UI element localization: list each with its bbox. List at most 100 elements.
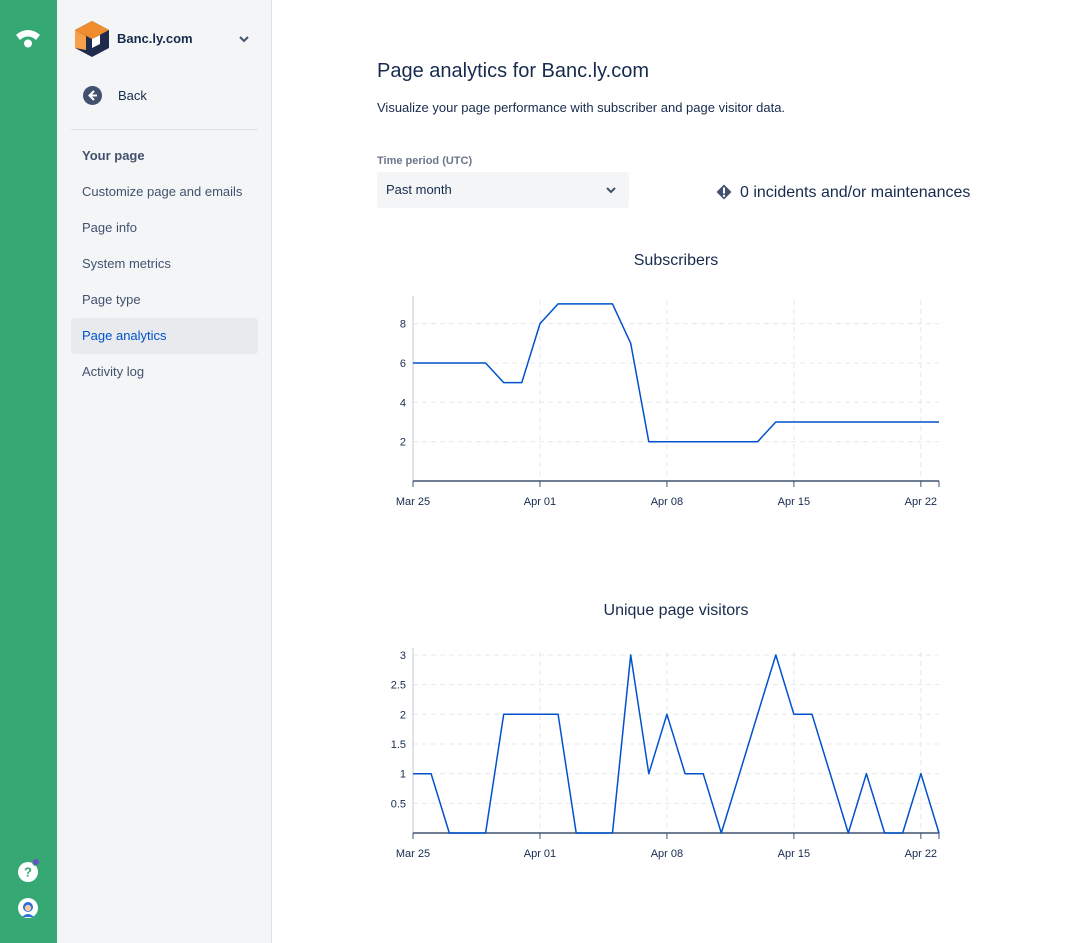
subscribers-data-point[interactable] [882,419,888,425]
sidebar-section-title: Your page [82,148,145,163]
visitors-data-point[interactable] [755,711,761,717]
back-link[interactable]: Back [83,86,203,106]
subscribers-data-point[interactable] [936,419,942,425]
visitors-data-point[interactable] [446,830,452,836]
visitors-data-point[interactable] [809,711,815,717]
visitors-data-point[interactable] [610,830,616,836]
subscribers-data-point[interactable] [537,321,543,327]
visitors-x-tick-label: Mar 25 [396,848,430,860]
subscribers-data-point[interactable] [755,439,761,445]
sidebar-item-page-type[interactable]: Page type [82,292,141,307]
subscribers-data-point[interactable] [555,301,561,307]
visitors-data-point[interactable] [519,711,525,717]
visitors-data-point[interactable] [700,771,706,777]
subscribers-data-point[interactable] [610,301,616,307]
subscribers-data-point[interactable] [809,419,815,425]
subscribers-data-point[interactable] [573,301,579,307]
subscribers-y-tick-label: 8 [400,319,406,331]
sidebar-nav: Customize page and emails Page info Syst… [71,174,258,390]
visitors-x-tick-label: Apr 01 [524,848,556,860]
arrow-left-circle-icon [83,86,102,105]
sidebar-item-activity-log[interactable]: Activity log [82,364,145,379]
visitors-data-point[interactable] [464,830,470,836]
visitors-data-point[interactable] [501,711,507,717]
subscribers-data-point[interactable] [918,419,924,425]
subscribers-data-point[interactable] [791,419,797,425]
subscribers-x-tick-label: Apr 15 [778,496,810,508]
chevron-down-icon[interactable] [238,34,250,44]
subscribers-data-point[interactable] [682,439,688,445]
subscribers-x-tick-label: Mar 25 [396,496,430,508]
sidebar-item-page-info[interactable]: Page info [82,220,137,235]
subscribers-data-point[interactable] [718,439,724,445]
subscribers-data-point[interactable] [519,380,525,386]
subscribers-data-point[interactable] [863,419,869,425]
visitors-chart-title: Unique page visitors [603,602,749,619]
subscribers-data-point[interactable] [736,439,742,445]
visitors-data-point[interactable] [882,830,888,836]
visitors-data-point[interactable] [628,652,634,658]
visitors-data-point[interactable] [791,711,797,717]
visitors-data-point[interactable] [410,771,416,777]
diamond-alert-icon [716,184,732,200]
svg-text:?: ? [24,865,32,880]
visitors-series-line [413,654,940,834]
visitors-data-point[interactable] [936,830,942,836]
product-rail: ? [0,0,57,943]
sidebar-divider [71,129,258,130]
visitors-data-point[interactable] [736,771,742,777]
visitors-data-point[interactable] [646,771,652,777]
visitors-x-tick-label: Apr 08 [651,848,683,860]
subscribers-data-point[interactable] [900,419,906,425]
subscribers-data-point[interactable] [428,360,434,366]
visitors-data-point[interactable] [863,771,869,777]
visitors-data-point[interactable] [918,771,924,777]
visitors-data-point[interactable] [591,830,597,836]
subscribers-chart: 2 4 6 8 Mar 25 Apr 01 Apr 08 Apr 15 Apr 22 [396,296,942,508]
visitors-data-point[interactable] [428,771,434,777]
subscribers-y-tick-label: 2 [400,437,406,449]
subscribers-x-tick-label: Apr 01 [524,496,556,508]
sidebar-item-page-analytics[interactable]: Page analytics [71,318,258,354]
subscribers-chart-title: Subscribers [633,252,719,269]
visitors-data-point[interactable] [664,711,670,717]
sidebar-item-system-metrics[interactable]: System metrics [82,256,171,271]
subscribers-data-point[interactable] [501,380,507,386]
subscribers-data-point[interactable] [700,439,706,445]
user-avatar-icon[interactable] [18,898,38,918]
visitors-data-point[interactable] [483,830,489,836]
site-switcher[interactable]: Banc.ly.com [74,20,254,58]
visitors-data-point[interactable] [537,711,543,717]
visitors-data-point[interactable] [845,830,851,836]
subscribers-data-point[interactable] [646,439,652,445]
main-content: Page analytics for Banc.ly.com Visualize… [273,0,1080,943]
subscribers-data-point[interactable] [446,360,452,366]
visitors-data-point[interactable] [900,830,906,836]
visitors-data-point[interactable] [555,711,561,717]
subscribers-data-point[interactable] [845,419,851,425]
visitors-data-point[interactable] [773,652,779,658]
subscribers-data-point[interactable] [664,439,670,445]
subscribers-data-point[interactable] [628,340,634,346]
subscribers-data-point[interactable] [464,360,470,366]
help-icon[interactable]: ? [18,862,38,882]
visitors-y-tick-label: 1.5 [391,739,406,751]
visitors-data-point[interactable] [682,771,688,777]
subscribers-data-point[interactable] [591,301,597,307]
visitors-data-point[interactable] [827,771,833,777]
visitors-chart: 0.5 1 1.5 2 2.5 3 Mar 25 Apr 01 Apr 08 Apr 15 Apr … [391,648,942,860]
time-period-select[interactable]: Past month [377,172,629,208]
page-subtitle: Visualize your page performance with sub… [377,100,786,115]
sidebar-item-customize-page-and-emails[interactable]: Customize page and emails [82,184,243,199]
visitors-data-point[interactable] [573,830,579,836]
statuspage-logo-icon[interactable] [13,24,43,50]
subscribers-data-point[interactable] [410,360,416,366]
visitors-y-tick-label: 2 [400,709,406,721]
visitors-y-tick-label: 1 [400,769,406,781]
subscribers-data-point[interactable] [483,360,489,366]
visitors-data-point[interactable] [718,830,724,836]
subscribers-data-point[interactable] [827,419,833,425]
visitors-x-tick-label: Apr 22 [905,848,937,860]
subscribers-data-point[interactable] [773,419,779,425]
site-name: Banc.ly.com [117,31,193,46]
